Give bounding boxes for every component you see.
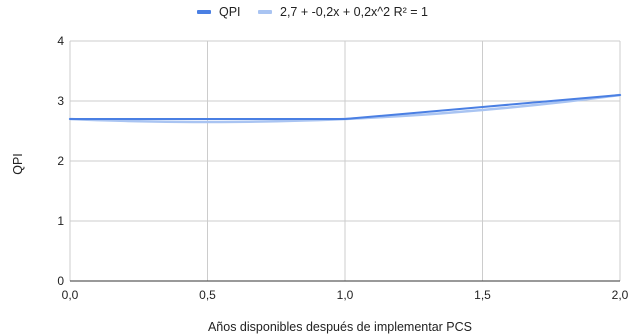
grid-lines	[69, 40, 621, 282]
series-lines	[68, 93, 622, 124]
legend-swatch	[258, 10, 272, 14]
legend: QPI 2,7 + -0,2x + 0,2x^2 R² = 1	[197, 5, 428, 19]
legend-swatch	[197, 10, 211, 14]
y-tick-label: 3	[57, 94, 64, 108]
x-axis-title: Años disponibles después de implementar …	[208, 320, 472, 334]
series-line	[69, 94, 621, 120]
x-tick-label: 0,5	[199, 288, 216, 302]
x-tick-label: 1,5	[474, 288, 491, 302]
y-tick-label: 2	[57, 154, 64, 168]
x-tick-label: 1,0	[337, 288, 354, 302]
x-tick-label: 0,0	[62, 288, 79, 302]
y-tick-label: 4	[57, 34, 64, 48]
x-tick-label: 2,0	[612, 288, 629, 302]
y-tick-label: 1	[57, 214, 64, 228]
legend-label: 2,7 + -0,2x + 0,2x^2 R² = 1	[280, 5, 428, 19]
tick-labels: 0,0 0,5 1,0 1,5 2,0 0 1 2 3 4	[57, 34, 628, 302]
y-tick-label: 0	[57, 274, 64, 288]
y-axis-title: QPI	[11, 153, 25, 175]
legend-label: QPI	[219, 5, 241, 19]
